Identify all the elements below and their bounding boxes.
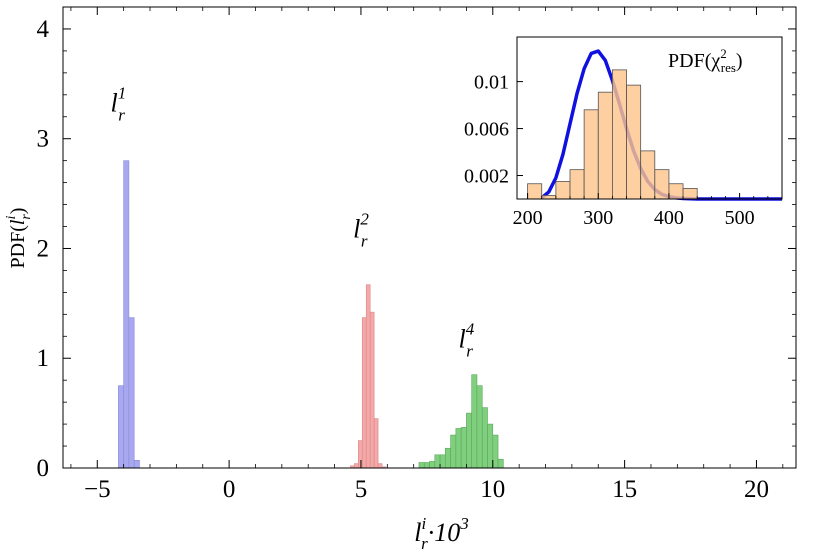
series-label-base: l bbox=[459, 324, 466, 353]
histogram-bar bbox=[455, 428, 462, 469]
inset-title-sup: 2 bbox=[720, 46, 727, 61]
y-tick-label: 3 bbox=[37, 126, 50, 153]
y-axis-title-sup: i bbox=[4, 216, 19, 220]
inset-histogram-bar bbox=[597, 91, 613, 200]
x-tick-label: 20 bbox=[744, 476, 769, 503]
inset-histogram-bar bbox=[668, 183, 684, 200]
histogram-bar bbox=[361, 317, 367, 469]
inset-y-tick-label: 0.002 bbox=[464, 166, 509, 188]
inset-histogram-bar bbox=[640, 150, 656, 200]
y-axis-title-base: PDF( bbox=[7, 225, 29, 269]
histogram-bar bbox=[481, 407, 488, 469]
series-label-base: l bbox=[111, 88, 118, 117]
histogram-bar bbox=[123, 160, 130, 469]
series-label: l1 r bbox=[111, 83, 127, 124]
inset-histogram-bar bbox=[682, 188, 698, 200]
histogram-bar bbox=[423, 462, 430, 469]
histogram-bar bbox=[460, 427, 467, 469]
histogram-bar bbox=[476, 385, 483, 469]
histogram-bar bbox=[429, 461, 436, 469]
series-2: l2 r bbox=[350, 210, 387, 469]
y-axis-title-text: PDF(lir) bbox=[4, 208, 34, 269]
inset-y-tick-label: 0.01 bbox=[474, 72, 509, 94]
plot-frame bbox=[62, 6, 797, 469]
histogram-bar bbox=[358, 440, 363, 469]
inset-x-tick-label: 300 bbox=[583, 207, 613, 229]
series-label: l2 r bbox=[353, 210, 369, 251]
histogram-bar bbox=[373, 418, 379, 469]
histogram-bar bbox=[450, 434, 457, 469]
series-3: l4 r bbox=[418, 319, 504, 469]
x-tick-label: 10 bbox=[480, 476, 505, 503]
x-axis-title-sub: r bbox=[421, 534, 428, 551]
y-axis-title-var: l bbox=[7, 219, 29, 225]
x-axis-title-base: l bbox=[414, 518, 421, 547]
series-label-sub: r bbox=[466, 341, 473, 360]
x-axis-title-sup: i bbox=[421, 514, 426, 533]
histogram-bar bbox=[118, 385, 124, 469]
inset-histogram-bar bbox=[583, 109, 599, 200]
histogram-bar bbox=[369, 311, 375, 469]
histogram-bar bbox=[133, 460, 140, 469]
x-tick-label: −5 bbox=[84, 476, 111, 503]
inset-title-base: PDF(χ bbox=[668, 50, 720, 72]
inset-frame bbox=[516, 36, 783, 200]
inset-plot: 200 300 400 500 0.002 0.006 0.01 PDF(χ2 res) bbox=[464, 36, 783, 229]
y-tick-label: 1 bbox=[37, 345, 50, 372]
series-label: l4 r bbox=[459, 319, 475, 360]
inset-x-tick-label: 200 bbox=[513, 207, 543, 229]
x-axis-title: li r·103 bbox=[414, 514, 469, 551]
histogram-bar bbox=[439, 454, 446, 469]
histogram-bar bbox=[471, 374, 478, 469]
series-label-base: l bbox=[353, 215, 360, 244]
x-tick-label: 5 bbox=[355, 476, 368, 503]
inset-histogram-bar bbox=[541, 195, 557, 200]
series-label-sup: 2 bbox=[360, 210, 369, 229]
inset-x-tick-label: 500 bbox=[725, 207, 755, 229]
histogram-bar bbox=[128, 317, 135, 469]
inset-title-close: ) bbox=[736, 50, 743, 72]
histogram-bar bbox=[445, 447, 451, 469]
series-label-sup: 4 bbox=[466, 319, 475, 338]
y-axis-title-close: ) bbox=[7, 208, 29, 215]
histogram-bar bbox=[365, 284, 371, 469]
inset-x-tick-label: 400 bbox=[654, 207, 684, 229]
y-tick-label: 0 bbox=[37, 455, 50, 482]
x-tick-label: 0 bbox=[223, 476, 236, 503]
y-tick-label: 4 bbox=[37, 16, 50, 43]
histogram-bar bbox=[434, 454, 441, 469]
series-label-sub: r bbox=[118, 105, 125, 124]
inset-histogram-bar bbox=[654, 169, 670, 200]
inset-histogram-bar bbox=[527, 183, 543, 200]
series-1: l1 r bbox=[111, 83, 140, 469]
inset-histogram-bar bbox=[555, 180, 571, 200]
histogram-bar bbox=[497, 458, 504, 469]
y-tick-label: 2 bbox=[37, 235, 50, 262]
y-axis-title-sub: r bbox=[19, 214, 34, 220]
series-label-sup: 1 bbox=[118, 83, 127, 102]
histogram-bar bbox=[418, 462, 425, 469]
histogram-bar bbox=[487, 423, 494, 469]
histogram-bar bbox=[492, 434, 499, 469]
x-axis-title-factor: ·10 bbox=[428, 518, 461, 547]
inset-title-sub: res bbox=[721, 60, 736, 75]
inset-histogram-bar bbox=[626, 84, 642, 200]
inset-y-tick-label: 0.006 bbox=[464, 119, 509, 141]
x-tick-label: 15 bbox=[612, 476, 637, 503]
histogram-bar bbox=[354, 463, 359, 469]
x-axis-title-exp: 3 bbox=[459, 514, 469, 533]
inset-title: PDF(χ2 res) bbox=[668, 46, 743, 75]
series-label-sub: r bbox=[361, 232, 368, 251]
y-axis-title: PDF(lir) bbox=[4, 208, 34, 269]
inset-histogram-bar bbox=[569, 169, 585, 200]
histogram-bar bbox=[377, 463, 383, 469]
inset-histogram-bar bbox=[612, 69, 627, 200]
histogram-bar bbox=[466, 412, 472, 469]
